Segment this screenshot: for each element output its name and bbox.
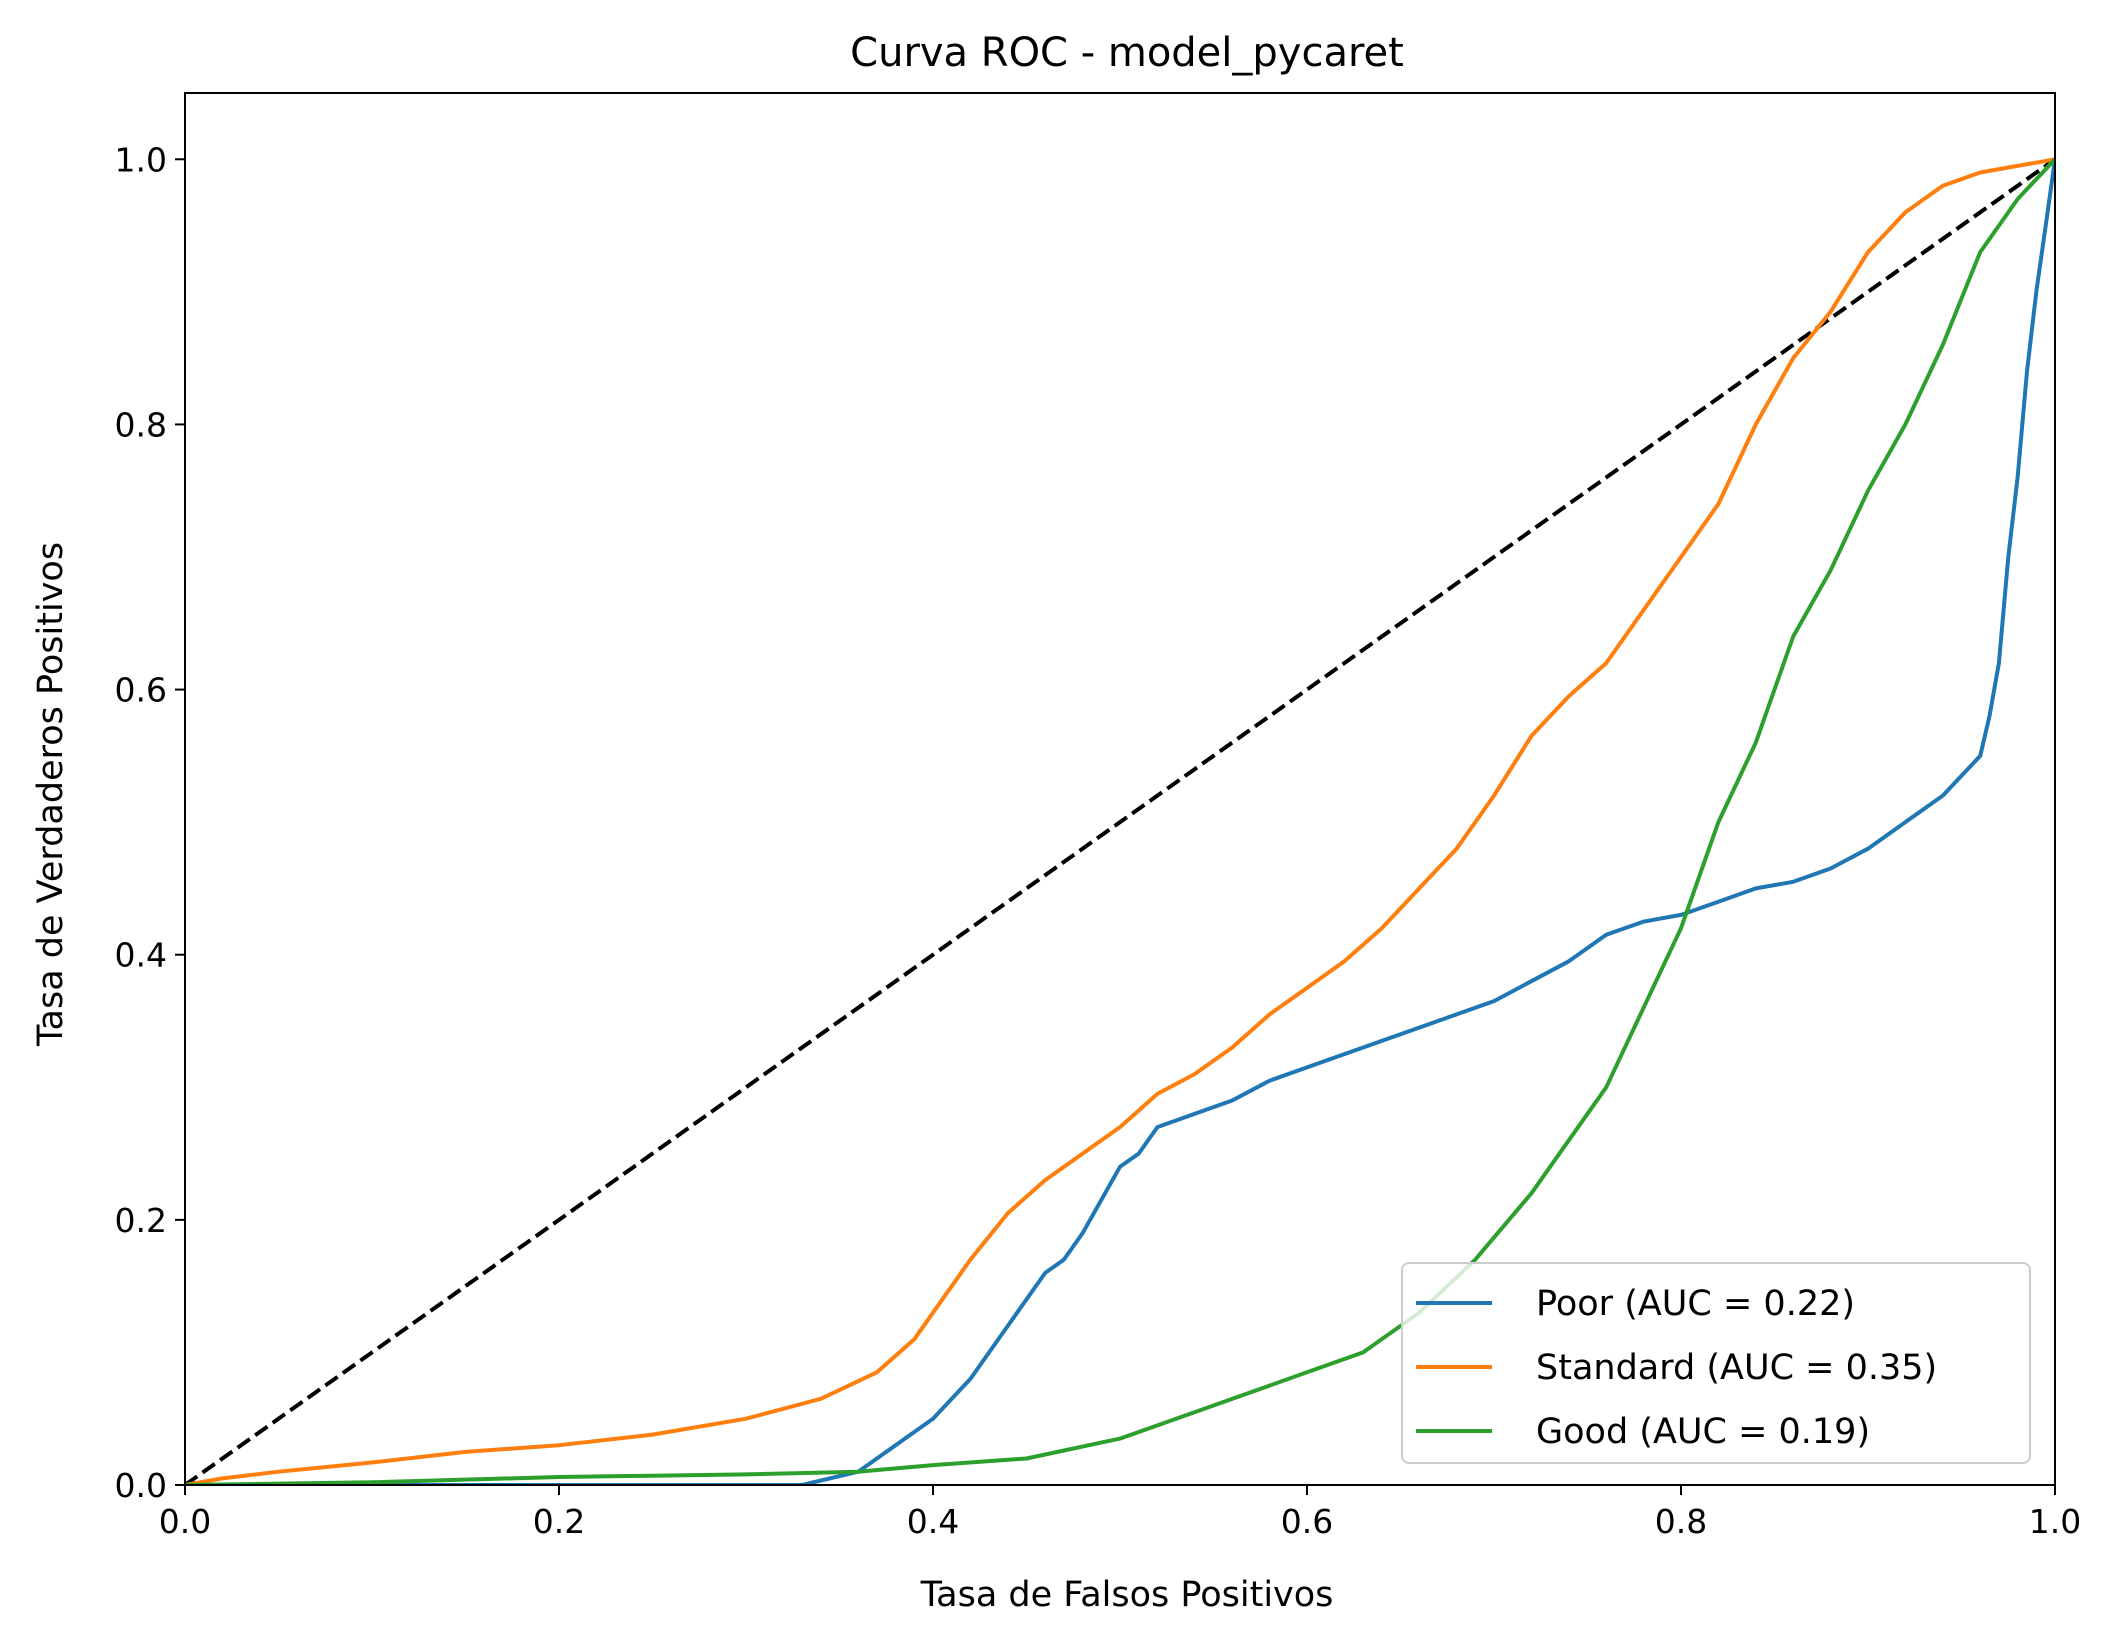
x-axis-label: Tasa de Falsos Positivos [920, 1575, 1334, 1615]
x-tick-label: 0.4 [907, 1502, 959, 1541]
x-tick-label: 0.2 [533, 1502, 585, 1541]
y-tick-label: 0.4 [115, 936, 167, 975]
reference-diagonal-line [185, 157, 2055, 1485]
x-axis: 0.0 0.2 0.4 0.6 0.8 1.0 [159, 1485, 2081, 1541]
chart-title: Curva ROC - model_pycaret [850, 30, 1404, 76]
y-tick-label: 0.0 [115, 1466, 167, 1505]
y-tick-label: 0.6 [115, 671, 167, 710]
y-axis: 0.0 0.2 0.4 0.6 0.8 1.0 [115, 140, 185, 1505]
x-tick-label: 0.0 [159, 1502, 211, 1541]
legend-box [1401, 1262, 2031, 1464]
legend-label-good: Good (AUC = 0.19) [1536, 1412, 1870, 1452]
legend-label-poor: Poor (AUC = 0.22) [1536, 1284, 1855, 1324]
x-tick-label: 0.6 [1281, 1502, 1333, 1541]
legend: Poor (AUC = 0.22) Standard (AUC = 0.35) Go… [1401, 1262, 2031, 1464]
y-tick-label: 0.8 [115, 405, 167, 444]
legend-label-standard: Standard (AUC = 0.35) [1536, 1348, 1937, 1388]
plot-frame [184, 92, 2056, 1486]
x-tick-label: 0.8 [1655, 1502, 1707, 1541]
y-tick-label: 0.2 [115, 1201, 167, 1240]
x-tick-label: 1.0 [2029, 1502, 2081, 1541]
series-line-standard [185, 157, 2055, 1485]
y-tick-label: 1.0 [115, 140, 167, 179]
y-axis-label: Tasa de Verdaderos Positivos [31, 542, 71, 1047]
series-line-poor [185, 157, 2055, 1485]
series-line-good [185, 157, 2055, 1485]
plot-area [184, 92, 2056, 1486]
